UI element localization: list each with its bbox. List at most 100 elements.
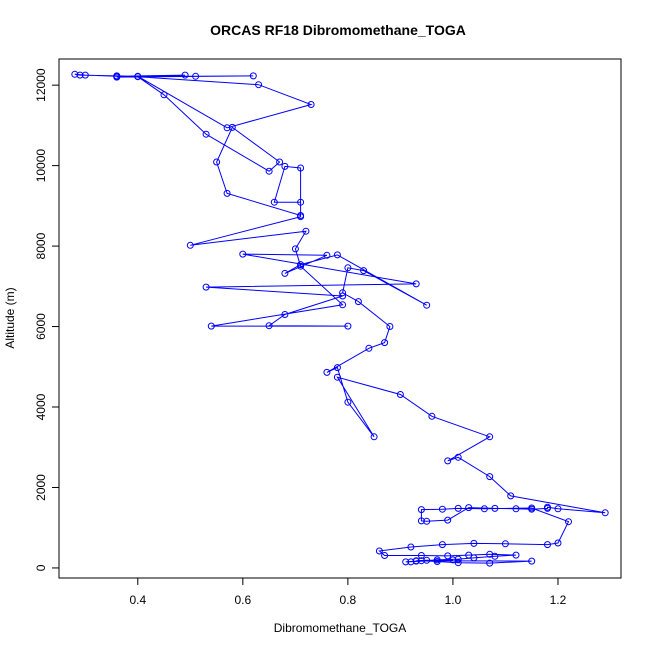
data-point <box>449 556 457 564</box>
data-point <box>223 189 231 197</box>
data-point <box>281 311 289 318</box>
data-point <box>417 557 425 565</box>
data-point <box>491 504 499 512</box>
data-point <box>565 518 572 526</box>
data-point <box>438 505 446 513</box>
data-point <box>423 556 431 564</box>
data-point <box>386 323 394 330</box>
data-point <box>281 269 289 277</box>
y-axis: 0 2000 4000 6000 8000 10000 12000 <box>34 68 60 571</box>
data-point <box>417 552 425 559</box>
data-point <box>480 505 488 513</box>
data-point <box>323 368 331 376</box>
data-point <box>249 72 257 80</box>
data-point <box>339 292 347 300</box>
data-point <box>407 543 415 551</box>
data-point <box>528 505 536 513</box>
x-tick-label: 0.6 <box>234 593 251 607</box>
data-point <box>454 504 462 512</box>
data-point <box>470 554 478 562</box>
series-line <box>74 73 606 564</box>
data-point <box>213 158 221 166</box>
data-point <box>339 301 347 309</box>
y-axis-label: Altitude (m) <box>3 287 17 348</box>
data-point <box>223 124 231 132</box>
data-point <box>186 241 194 249</box>
data-point <box>113 73 121 81</box>
y-tick-label: 12000 <box>34 68 48 102</box>
data-point <box>544 503 551 511</box>
data-point <box>333 373 341 381</box>
data-point <box>507 492 515 500</box>
data-point <box>486 473 494 481</box>
data-point <box>396 391 404 398</box>
y-tick-label: 0 <box>34 564 48 571</box>
x-tick-label: 1.0 <box>445 593 462 607</box>
data-point <box>297 262 305 270</box>
data-point <box>381 552 389 559</box>
data-point <box>365 344 373 352</box>
data-point <box>544 541 551 549</box>
data-point <box>265 167 273 175</box>
data-point <box>339 289 347 297</box>
data-point <box>192 72 200 80</box>
data-point <box>444 552 452 560</box>
data-point <box>454 555 462 563</box>
data-point <box>134 72 142 80</box>
data-point <box>202 130 210 138</box>
data-point <box>412 280 420 288</box>
data-point <box>344 322 352 330</box>
data-point <box>323 251 331 259</box>
data-point <box>375 547 383 555</box>
data-point <box>354 298 362 306</box>
data-point <box>417 506 425 514</box>
data-point <box>465 551 473 559</box>
data-point <box>438 541 446 549</box>
data-point <box>554 505 562 513</box>
data-point <box>454 559 462 567</box>
data-point <box>433 556 441 564</box>
data-point <box>228 123 236 131</box>
data-point <box>417 517 425 525</box>
x-tick-label: 1.2 <box>550 593 567 607</box>
data-point <box>454 453 462 461</box>
data-point <box>512 551 520 559</box>
data-point <box>554 539 562 547</box>
data-point <box>601 509 609 517</box>
data-point <box>344 398 352 406</box>
y-tick-label: 8000 <box>34 232 48 259</box>
data-point <box>71 70 79 78</box>
y-tick-label: 2000 <box>34 474 48 501</box>
y-tick-label: 10000 <box>34 149 48 183</box>
data-point <box>381 339 389 347</box>
series-layer <box>71 70 609 567</box>
data-point <box>412 557 420 565</box>
data-point <box>370 433 378 441</box>
data-point <box>444 457 452 465</box>
y-tick-label: 6000 <box>34 313 48 340</box>
data-point <box>407 558 415 566</box>
data-point <box>270 198 278 206</box>
x-axis-label: Dibromomethane_TOGA <box>274 621 407 635</box>
data-point <box>307 101 315 108</box>
data-point <box>528 557 536 565</box>
data-point <box>297 198 305 206</box>
data-point <box>428 412 436 420</box>
data-point <box>281 162 289 170</box>
data-point <box>302 227 310 235</box>
data-point <box>512 505 520 513</box>
data-point <box>207 322 215 330</box>
y-tick-label: 4000 <box>34 393 48 420</box>
data-point <box>265 322 273 330</box>
data-point <box>486 433 494 441</box>
data-point <box>423 517 431 525</box>
data-point <box>470 539 478 547</box>
data-point <box>402 558 410 566</box>
data-point <box>276 158 284 166</box>
data-point <box>444 516 452 524</box>
chart-title: ORCAS RF18 Dibromomethane_TOGA <box>210 22 466 38</box>
data-point <box>360 267 368 275</box>
data-point <box>202 283 210 291</box>
data-point <box>81 71 89 79</box>
